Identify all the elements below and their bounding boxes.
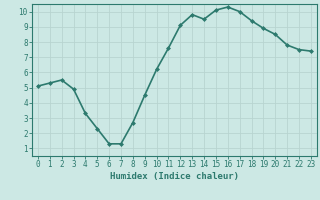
X-axis label: Humidex (Indice chaleur): Humidex (Indice chaleur)	[110, 172, 239, 181]
